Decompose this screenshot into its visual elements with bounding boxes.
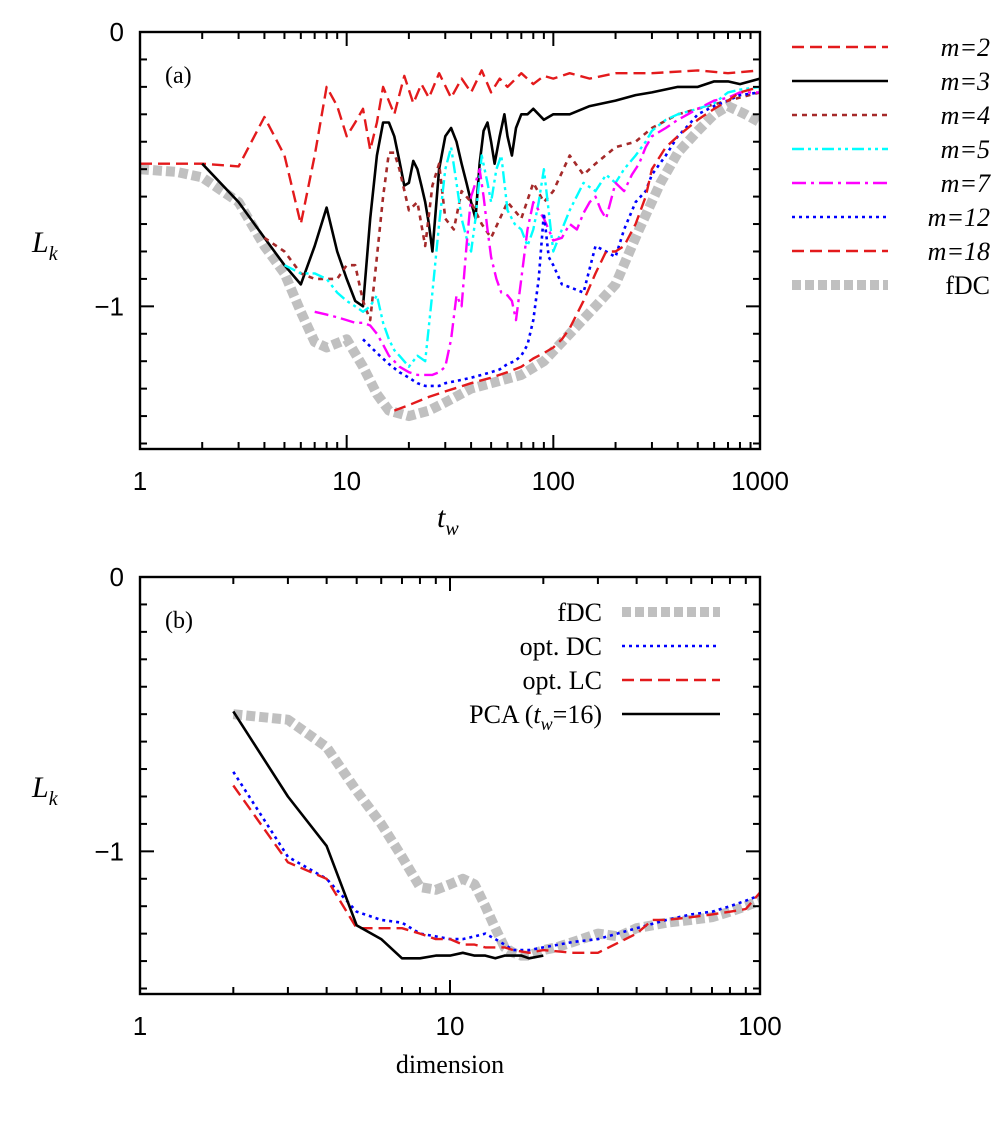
panel-a-series-fdc — [140, 101, 760, 422]
panel-b-legend: fDC opt. DC opt. LC PCA (tw=16) — [469, 598, 720, 734]
panel-b-y-axis-label: Lk — [31, 771, 59, 810]
panel-b-legend-label-fdc: fDC — [557, 598, 602, 627]
panel-b-x-tick-label: 1 — [133, 1011, 147, 1041]
panel-a-x-axis-label: tw — [437, 501, 459, 540]
panel-b-frame — [138, 575, 762, 996]
panel-a-y-tick-label: −1 — [94, 291, 124, 321]
panel-a-legend-label-m-18: m=18 — [928, 237, 990, 266]
panel-a-x-tick-label: 10 — [332, 466, 361, 496]
panel-a-legend-label-m-5: m=5 — [941, 135, 990, 164]
panel-a-label: (a) — [165, 63, 192, 89]
panel-b-y-tick-label: 0 — [110, 562, 124, 592]
panel-a-x-tick-label: 1 — [133, 466, 147, 496]
panel-a-series-m-4 — [263, 91, 760, 322]
panel-a-legend-label-m-12: m=12 — [928, 203, 990, 232]
panel-a-x-tick-label: 100 — [532, 466, 575, 496]
panel-a-plot-area — [140, 69, 760, 422]
panel-a-series-m-7 — [314, 91, 760, 377]
panel-b-series-opt-dc — [232, 771, 760, 952]
panel-b-x-tick-label: 100 — [738, 1011, 781, 1041]
panel-a-legend: m=2 m=3 m=4 m=5 m=7 m=12 m=18 fDC — [792, 33, 991, 300]
panel-b: 1 10 100 0 −1 (b) Lk dimension fDC opt. DC opt… — [31, 562, 782, 1079]
panel-b-series-pca-t-w-16 — [232, 710, 544, 960]
panel-a-series-m-18 — [393, 85, 760, 412]
panel-b-x-tick-label: 10 — [436, 1011, 465, 1041]
panel-a-series-m-2 — [140, 69, 760, 226]
panel-a-legend-label-m-3: m=3 — [941, 67, 990, 96]
panel-b-y-tick-label: −1 — [94, 836, 124, 866]
panel-a-axes: 1 10 100 1000 0 −1 — [94, 17, 789, 496]
panel-a-legend-label-m-4: m=4 — [941, 101, 990, 130]
panel-a-y-tick-label: 0 — [110, 17, 124, 47]
panel-b-axes: 1 10 100 0 −1 — [94, 562, 781, 1041]
panel-a-x-tick-label: 1000 — [731, 466, 789, 496]
panel-a-series-m-12 — [362, 91, 760, 388]
panel-a-y-axis-label: Lk — [31, 226, 59, 265]
panel-b-legend-label-opt-dc: opt. DC — [520, 632, 602, 661]
panel-a-legend-label-m-2: m=2 — [941, 33, 990, 62]
panel-a-legend-label-m-7: m=7 — [941, 169, 991, 198]
panel-a-frame — [138, 30, 762, 451]
panel-b-x-axis-label: dimension — [396, 1050, 504, 1079]
panel-b-plot-area — [232, 709, 760, 961]
panel-b-legend-label-opt-lc: opt. LC — [523, 666, 602, 695]
panel-b-series-fdc — [232, 709, 760, 961]
panel-a-series-m-5 — [283, 85, 760, 368]
panel-a-legend-label-fdc: fDC — [945, 271, 990, 300]
panel-a-series-m-3 — [201, 77, 760, 308]
panel-b-legend-label-pca-t-w-16: PCA (tw=16) — [469, 700, 602, 734]
panel-b-series-opt-lc — [232, 784, 760, 954]
panel-b-label: (b) — [165, 608, 193, 634]
